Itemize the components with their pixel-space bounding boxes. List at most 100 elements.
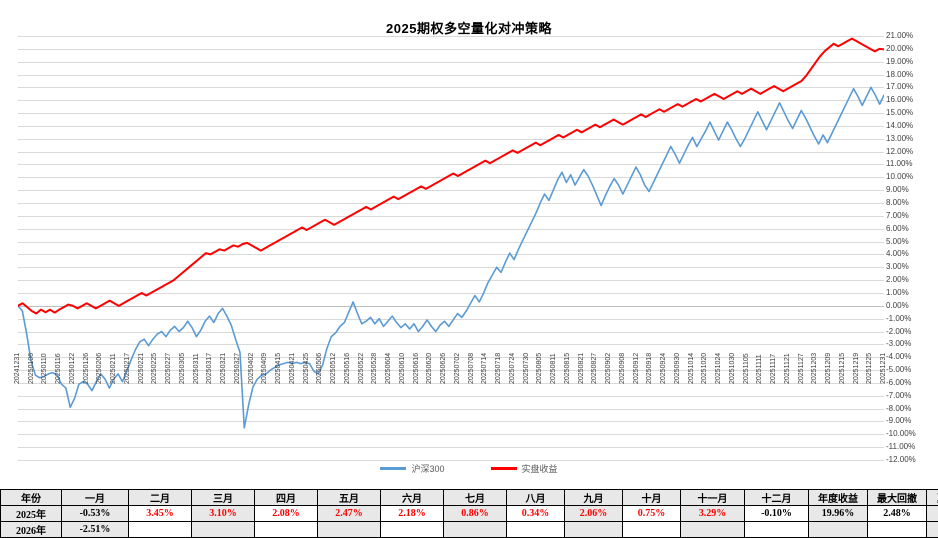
table-cell-value: 2.06% (565, 506, 623, 522)
table-cell-value: 2.08% (255, 506, 318, 522)
table-cell-value: 2.47% (318, 506, 381, 522)
x-axis-tick-label: 20250512 (330, 336, 337, 384)
monthly-performance-table: 年份一月二月三月四月五月六月七月八月九月十月十一月十二月年度收益最大回撤夏普 2… (0, 489, 938, 538)
y-axis-tick-label: -1.00% (886, 315, 938, 323)
x-axis-tick-label: 20250402 (248, 336, 255, 384)
x-axis-tick-label: 20250620 (426, 336, 433, 384)
x-axis-tick-label: 20250415 (275, 336, 282, 384)
y-axis-tick-label: 20.00% (886, 45, 938, 53)
table-cell-value: 2.48% (868, 506, 927, 522)
table-cell-value: -0.53% (62, 506, 129, 522)
y-axis-tick-label: 9.00% (886, 186, 938, 194)
x-axis-tick-label: 20250604 (385, 336, 392, 384)
table-cell-value (681, 522, 745, 538)
x-axis-tick-label: 20251225 (866, 336, 873, 384)
table-row: 2025年-0.53%3.45%3.10%2.08%2.47%2.18%0.86… (1, 506, 938, 522)
legend-label: 沪深300 (411, 462, 444, 475)
table-cell-value: 19.96% (809, 506, 868, 522)
legend-swatch-icon (491, 467, 517, 470)
x-axis-tick-label: 20250311 (193, 336, 200, 384)
y-axis-tick-label: 5.00% (886, 238, 938, 246)
y-axis-tick-label: 16.00% (886, 96, 938, 104)
x-axis-tick-label: 20241231 (14, 336, 21, 384)
x-axis-tick-label: 20250106 (28, 336, 35, 384)
table-header-cell: 年度收益 (809, 490, 868, 506)
y-axis-tick-label: -2.00% (886, 328, 938, 336)
y-axis-tick-label: 14.00% (886, 122, 938, 130)
y-axis-tick-label: 12.00% (886, 148, 938, 156)
table-cell-value (381, 522, 444, 538)
table-cell-value: 2.18% (381, 506, 444, 522)
y-axis-tick-label: -6.00% (886, 379, 938, 387)
table-header-cell: 十一月 (681, 490, 745, 506)
y-axis-tick-label: 13.00% (886, 135, 938, 143)
y-axis-tick-label: -8.00% (886, 405, 938, 413)
x-axis-tick-label: 20250126 (83, 336, 90, 384)
y-axis-tick-label: -4.00% (886, 353, 938, 361)
table-cell-value: 0.86% (444, 506, 507, 522)
table-header-cell: 八月 (507, 490, 565, 506)
table-cell-value (318, 522, 381, 538)
x-axis-tick-label: 20250421 (289, 336, 296, 384)
x-axis-tick-label: 20250821 (578, 336, 585, 384)
x-axis-tick-label: 20250327 (234, 336, 241, 384)
x-axis-tick-label: 20250321 (220, 336, 227, 384)
x-axis-tick-label: 20250610 (399, 336, 406, 384)
y-axis-tick-label: 7.00% (886, 212, 938, 220)
table-cell-value: 3.29% (681, 506, 745, 522)
y-axis-tick-label: -11.00% (886, 443, 938, 451)
x-axis-tick-label: 20250528 (371, 336, 378, 384)
y-axis-tick-label: 8.00% (886, 199, 938, 207)
x-axis-tick-label: 20250724 (509, 336, 516, 384)
x-axis-tick-label: 20250827 (591, 336, 598, 384)
x-axis-tick-label: 20250116 (55, 336, 62, 384)
x-axis-tick-label: 20251014 (688, 336, 695, 384)
x-axis-tick-label: 20250425 (303, 336, 310, 384)
table-header-cell: 十二月 (745, 490, 809, 506)
x-axis-tick-label: 20251121 (784, 336, 791, 384)
x-axis-tick-label: 20250730 (523, 336, 530, 384)
table-cell-value (507, 522, 565, 538)
legend-item-strategy[interactable]: 实盘收益 (491, 462, 558, 475)
x-axis-tick-label: 20250718 (495, 336, 502, 384)
y-axis-tick-label: -10.00% (886, 430, 938, 438)
y-axis-tick-label: 6.00% (886, 225, 938, 233)
table-cell-value (809, 522, 868, 538)
table-cell-value (255, 522, 318, 538)
table-cell-value: -2.51% (62, 522, 129, 538)
table-body: 2025年-0.53%3.45%3.10%2.08%2.47%2.18%0.86… (1, 506, 938, 538)
table-header-cell: 三月 (192, 490, 255, 506)
y-axis-tick-label: 19.00% (886, 58, 938, 66)
table-cell-value: -0.10% (745, 506, 809, 522)
x-axis-tick-label: 20250805 (536, 336, 543, 384)
legend-item-benchmark[interactable]: 沪深300 (380, 462, 444, 475)
gridline (18, 460, 884, 461)
line-strategy (18, 39, 884, 314)
table-cell-value: 3.10% (192, 506, 255, 522)
y-axis-tick-label: -7.00% (886, 392, 938, 400)
table-cell-value (623, 522, 681, 538)
y-axis-tick-label: 3.00% (886, 263, 938, 271)
table-cell-value: 2.18 (927, 506, 938, 522)
x-axis-tick-label: 20250516 (344, 336, 351, 384)
x-axis-tick-label: 20250708 (468, 336, 475, 384)
table-header-cell: 七月 (444, 490, 507, 506)
y-axis-tick-label: 11.00% (886, 160, 938, 168)
legend-swatch-icon (380, 467, 406, 470)
x-axis-tick-label: 20250206 (96, 336, 103, 384)
x-axis-tick-label: 20250225 (151, 336, 158, 384)
table-header-cell: 一月 (62, 490, 129, 506)
x-axis-tick-label: 20250409 (261, 336, 268, 384)
table-header-row: 年份一月二月三月四月五月六月七月八月九月十月十一月十二月年度收益最大回撤夏普 (1, 490, 938, 506)
y-axis-tick-label: -5.00% (886, 366, 938, 374)
x-axis-tick-label: 20250908 (619, 336, 626, 384)
x-axis-tick-label: 20250714 (481, 336, 488, 384)
y-axis-tick-label: 15.00% (886, 109, 938, 117)
x-axis-tick-label: 20251215 (839, 336, 846, 384)
x-axis-tick-label: 20250924 (660, 336, 667, 384)
y-axis-tick-label: 10.00% (886, 173, 938, 181)
x-axis-tick-label: 20250122 (69, 336, 76, 384)
x-axis-tick-label: 20250918 (646, 336, 653, 384)
x-axis-tick-label: 20251117 (770, 336, 777, 384)
